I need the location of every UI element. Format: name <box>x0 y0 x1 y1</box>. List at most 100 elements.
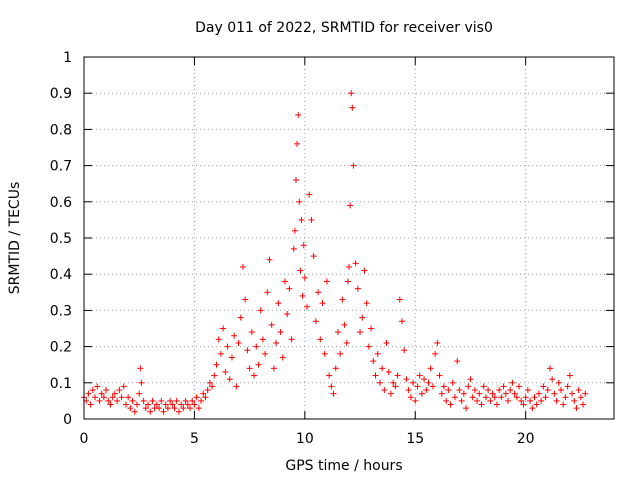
data-point <box>231 332 238 339</box>
data-point <box>204 387 211 394</box>
data-point <box>264 289 271 296</box>
data-point <box>511 390 518 397</box>
data-point <box>418 390 425 397</box>
data-point <box>138 379 145 386</box>
data-point <box>379 365 386 372</box>
grid <box>84 57 614 419</box>
data-point <box>125 394 132 401</box>
data-point <box>273 339 280 346</box>
data-point <box>546 365 553 372</box>
data-point <box>224 343 231 350</box>
data-point <box>198 397 205 404</box>
data-point <box>357 329 364 336</box>
data-point <box>136 390 143 397</box>
data-point <box>518 397 525 404</box>
data-point <box>319 300 326 307</box>
data-point <box>308 216 315 223</box>
data-point <box>390 379 397 386</box>
data-point <box>270 365 277 372</box>
data-point <box>195 405 202 412</box>
data-point <box>507 387 514 394</box>
data-point <box>467 376 474 383</box>
data-point <box>246 365 253 372</box>
data-point <box>438 390 445 397</box>
y-tick-label: 0.4 <box>50 267 72 283</box>
data-point <box>162 401 169 408</box>
data-point <box>460 390 467 397</box>
data-point <box>105 397 112 404</box>
data-points <box>81 90 589 415</box>
y-tick-label: 0 <box>63 412 72 428</box>
data-point <box>253 343 260 350</box>
y-tick-label: 0.7 <box>50 159 72 175</box>
data-point <box>376 379 383 386</box>
data-point <box>513 394 520 401</box>
data-point <box>575 387 582 394</box>
x-tick-label: 15 <box>406 431 424 447</box>
data-point <box>381 387 388 394</box>
data-point <box>248 329 255 336</box>
axis-ticks: 00.10.20.30.40.50.60.70.80.910 5 10 15 20 <box>50 50 614 447</box>
data-point <box>498 394 505 401</box>
data-point <box>120 383 127 390</box>
data-point <box>286 285 293 292</box>
data-point <box>520 401 527 408</box>
data-point <box>184 401 191 408</box>
data-point <box>529 405 536 412</box>
data-point <box>122 401 129 408</box>
data-point <box>326 372 333 379</box>
data-point <box>301 274 308 281</box>
data-point <box>414 383 421 390</box>
x-axis-label: GPS time / hours <box>285 458 402 474</box>
data-point <box>361 267 368 274</box>
data-point <box>463 405 470 412</box>
data-point <box>237 314 244 321</box>
data-point <box>485 387 492 394</box>
data-point <box>476 390 483 397</box>
data-point <box>127 405 134 412</box>
data-point <box>482 394 489 401</box>
data-point <box>209 383 216 390</box>
data-point <box>522 394 529 401</box>
data-point <box>385 368 392 375</box>
data-point <box>365 343 372 350</box>
data-point <box>509 379 516 386</box>
data-point <box>387 390 394 397</box>
data-point <box>85 390 92 397</box>
data-point <box>458 397 465 404</box>
data-point <box>137 365 144 372</box>
data-point <box>158 397 165 404</box>
data-point <box>449 379 456 386</box>
data-point <box>372 372 379 379</box>
data-point <box>118 394 125 401</box>
data-point <box>111 390 118 397</box>
data-point <box>242 296 249 303</box>
data-point <box>368 325 375 332</box>
data-point <box>298 216 305 223</box>
data-point <box>394 372 401 379</box>
data-point <box>332 365 339 372</box>
data-point <box>540 383 547 390</box>
data-point <box>566 372 573 379</box>
data-point <box>425 379 432 386</box>
data-point <box>447 401 454 408</box>
data-point <box>535 390 542 397</box>
data-point <box>266 256 273 263</box>
data-point <box>370 358 377 365</box>
data-point <box>233 383 240 390</box>
data-point <box>294 140 301 147</box>
data-point <box>474 397 481 404</box>
data-point <box>416 372 423 379</box>
data-point <box>493 401 500 408</box>
data-point <box>171 405 178 412</box>
data-point <box>478 401 485 408</box>
data-point <box>454 358 461 365</box>
data-point <box>571 397 578 404</box>
data-point <box>275 300 282 307</box>
data-point <box>312 318 319 325</box>
data-point <box>330 390 337 397</box>
data-point <box>452 394 458 401</box>
data-point <box>359 314 366 321</box>
data-point <box>580 401 587 408</box>
